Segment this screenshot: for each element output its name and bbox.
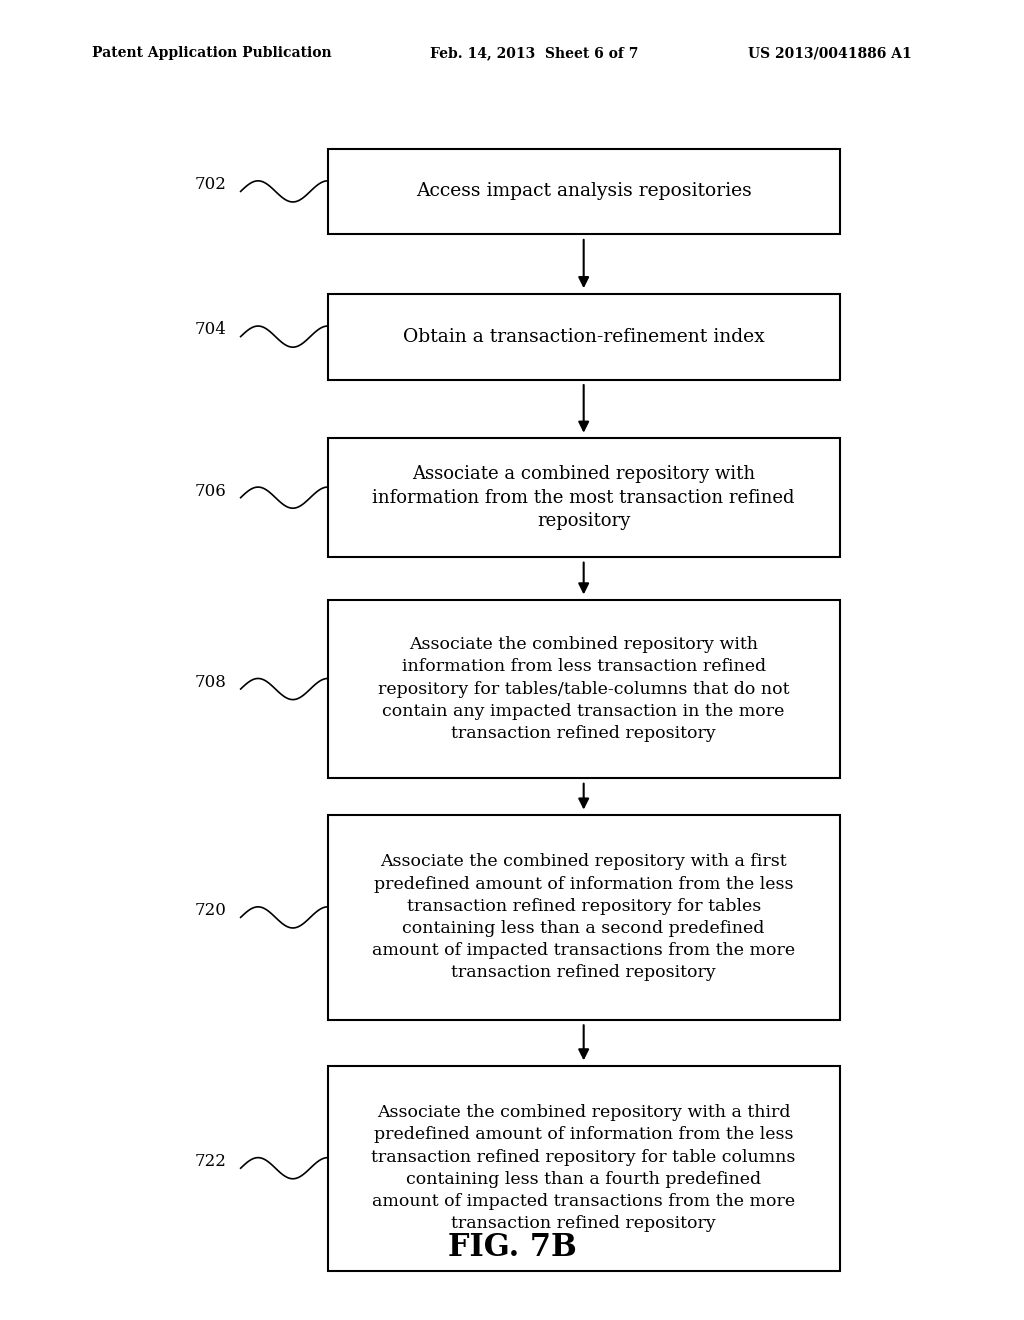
Text: Feb. 14, 2013  Sheet 6 of 7: Feb. 14, 2013 Sheet 6 of 7 xyxy=(430,46,638,61)
FancyBboxPatch shape xyxy=(328,599,840,777)
Text: Associate the combined repository with
information from less transaction refined: Associate the combined repository with i… xyxy=(378,636,790,742)
Text: 704: 704 xyxy=(195,322,226,338)
Text: Associate the combined repository with a first
predefined amount of information : Associate the combined repository with a… xyxy=(372,854,796,981)
Text: Access impact analysis repositories: Access impact analysis repositories xyxy=(416,182,752,201)
Text: US 2013/0041886 A1: US 2013/0041886 A1 xyxy=(748,46,911,61)
Text: Associate the combined repository with a third
predefined amount of information : Associate the combined repository with a… xyxy=(372,1105,796,1232)
Text: 706: 706 xyxy=(195,483,226,499)
Text: 722: 722 xyxy=(195,1154,226,1170)
Text: 702: 702 xyxy=(195,177,226,193)
Text: Obtain a transaction-refinement index: Obtain a transaction-refinement index xyxy=(402,327,765,346)
Text: Patent Application Publication: Patent Application Publication xyxy=(92,46,332,61)
FancyBboxPatch shape xyxy=(328,816,840,1020)
FancyBboxPatch shape xyxy=(328,438,840,557)
FancyBboxPatch shape xyxy=(328,293,840,380)
Text: FIG. 7B: FIG. 7B xyxy=(447,1232,577,1263)
Text: Associate a combined repository with
information from the most transaction refin: Associate a combined repository with inf… xyxy=(373,465,795,531)
FancyBboxPatch shape xyxy=(328,149,840,235)
FancyBboxPatch shape xyxy=(328,1067,840,1270)
Text: 708: 708 xyxy=(195,675,226,690)
Text: 720: 720 xyxy=(195,903,226,919)
